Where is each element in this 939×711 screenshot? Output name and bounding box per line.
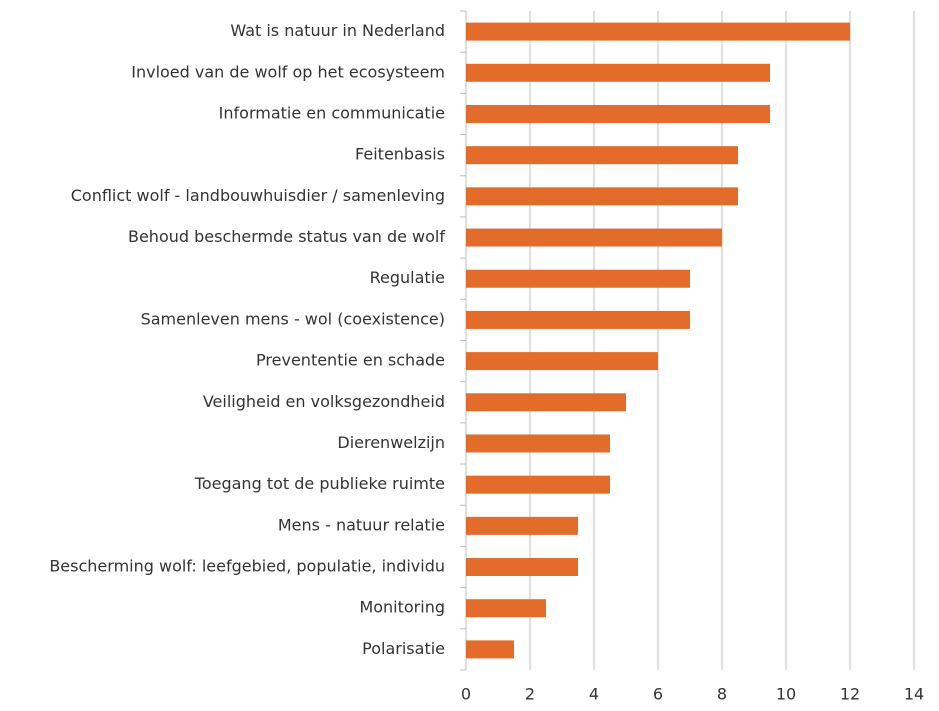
bar xyxy=(466,146,738,165)
x-tick-label: 12 xyxy=(840,685,860,704)
y-tick-label: Samenleven mens - wol (coexistence) xyxy=(141,309,445,328)
y-tick-label: Invloed van de wolf op het ecosysteem xyxy=(131,62,445,81)
y-tick-label: Wat is natuur in Nederland xyxy=(230,21,445,40)
bar xyxy=(466,640,514,659)
bar xyxy=(466,104,770,123)
y-tick-label: Informatie en communicatie xyxy=(219,103,445,122)
x-tick-label: 10 xyxy=(776,685,796,704)
y-tick-label: Monitoring xyxy=(359,598,445,617)
y-tick-label: Dierenwelzijn xyxy=(337,433,445,452)
y-tick-label: Polarisatie xyxy=(362,639,445,658)
y-tick-label: Veiligheid en volksgezondheid xyxy=(203,392,445,411)
bar xyxy=(466,63,770,82)
bar xyxy=(466,269,690,288)
x-tick-label: 14 xyxy=(904,685,924,704)
y-tick-label: Mens - natuur relatie xyxy=(278,515,445,534)
bar xyxy=(466,599,546,618)
y-tick-label: Feitenbasis xyxy=(355,145,445,164)
y-tick-label: Toegang tot de publieke ruimte xyxy=(194,474,445,493)
bar xyxy=(466,352,658,371)
bar xyxy=(466,310,690,329)
bar xyxy=(466,187,738,206)
y-tick-label: Behoud beschermde status van de wolf xyxy=(128,227,445,246)
bar xyxy=(466,516,578,535)
bar xyxy=(466,393,626,412)
bar xyxy=(466,558,578,577)
bar xyxy=(466,228,722,247)
bar xyxy=(466,434,610,453)
x-tick-label: 2 xyxy=(525,685,535,704)
y-tick-label: Bescherming wolf: leefgebied, populatie,… xyxy=(49,557,445,576)
x-tick-label: 4 xyxy=(589,685,599,704)
x-tick-label: 8 xyxy=(717,685,727,704)
y-tick-label: Prevententie en schade xyxy=(256,351,445,370)
x-tick-label: 0 xyxy=(461,685,471,704)
x-tick-label: 6 xyxy=(653,685,663,704)
y-tick-label: Regulatie xyxy=(370,268,445,287)
bar xyxy=(466,22,850,41)
y-tick-label: Conflict wolf - landbouwhuisdier / samen… xyxy=(71,186,445,205)
bar xyxy=(466,475,610,494)
